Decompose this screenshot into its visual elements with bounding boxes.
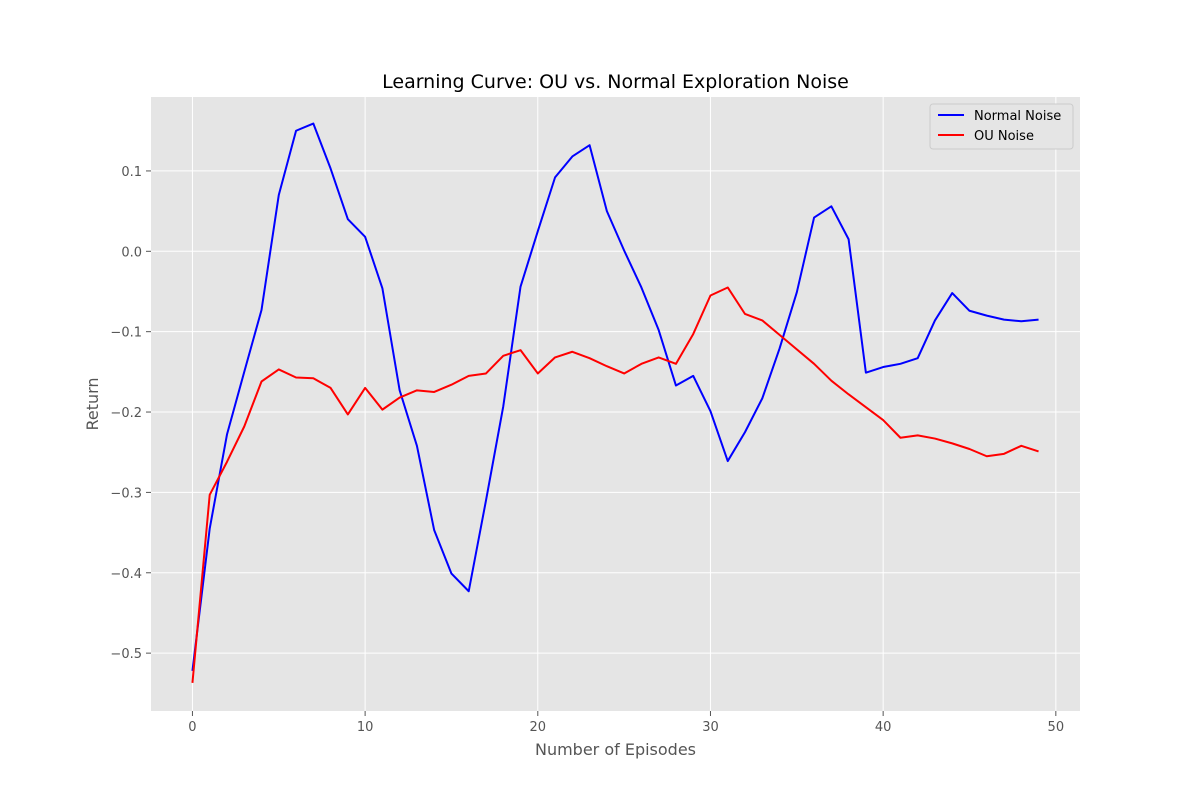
legend: Normal Noise OU Noise — [929, 103, 1074, 150]
y-tick-label: 0.1 — [121, 165, 142, 180]
grid — [151, 97, 1080, 711]
x-tick-label: 50 — [1048, 720, 1065, 735]
x-tick-label: 0 — [188, 720, 196, 735]
x-tick-label: 40 — [875, 720, 892, 735]
chart-title: Learning Curve: OU vs. Normal Exploratio… — [382, 71, 849, 93]
ticks: 0 10 20 30 40 50 −0.5 −0.4 −0.3 −0.2 −0.1 0.0 0.1 — [110, 165, 1064, 735]
legend-label-normal-noise: Normal Noise — [974, 109, 1061, 124]
x-tick-label: 10 — [357, 720, 374, 735]
y-tick-label: −0.1 — [110, 326, 142, 341]
y-axis-label: Return — [83, 377, 102, 430]
y-tick-label: −0.5 — [110, 647, 142, 662]
y-tick-label: −0.4 — [110, 567, 142, 582]
x-axis-label: Number of Episodes — [535, 740, 696, 759]
y-tick-label: −0.2 — [110, 406, 142, 421]
x-tick-label: 30 — [702, 720, 719, 735]
series-line-ou-noise — [191, 286, 1039, 683]
series-line-normal-noise — [191, 122, 1039, 671]
x-tick-label: 20 — [530, 720, 547, 735]
plot-background — [151, 97, 1080, 711]
y-tick-label: −0.3 — [110, 486, 142, 501]
legend-box — [929, 103, 1074, 150]
series-lines — [191, 122, 1039, 683]
y-tick-label: 0.0 — [121, 245, 142, 260]
legend-label-ou-noise: OU Noise — [974, 129, 1034, 144]
